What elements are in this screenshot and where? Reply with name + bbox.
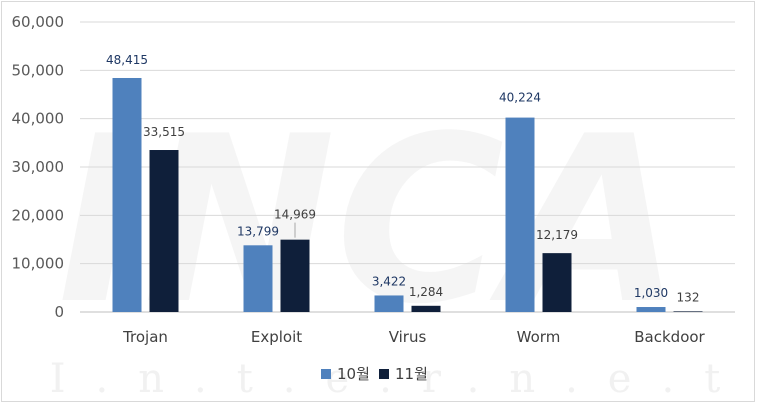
x-tick-label: Virus (389, 328, 427, 346)
bar-exploit-0 (243, 245, 273, 312)
legend-swatch (321, 369, 331, 379)
data-label: 1,284 (409, 285, 443, 299)
y-tick-label: 20,000 (12, 206, 65, 224)
gridlines (80, 21, 735, 313)
bar-trojan-0 (112, 77, 142, 312)
y-tick-label: 30,000 (12, 158, 65, 176)
bar-virus-0 (374, 295, 404, 312)
x-tick-label: Worm (517, 328, 561, 346)
legend-label: 11월 (395, 365, 428, 383)
bars (112, 77, 703, 312)
data-label: 48,415 (106, 53, 148, 67)
bar-backdoor-1 (673, 311, 703, 312)
bar-exploit-1 (280, 239, 310, 312)
y-tick-label: 40,000 (12, 110, 65, 128)
data-label: 132 (677, 290, 700, 304)
data-label: 1,030 (634, 286, 668, 300)
x-tick-label: Exploit (251, 328, 302, 346)
legend-swatch (379, 369, 389, 379)
bar-worm-0 (505, 117, 535, 312)
y-tick-label: 0 (54, 303, 64, 321)
data-label: 33,515 (143, 125, 185, 139)
y-axis: 0 10,000 20,000 30,000 40,000 50,000 60,000 (12, 13, 65, 321)
bar-backdoor-0 (636, 307, 666, 312)
y-tick-label: 50,000 (12, 61, 65, 79)
data-label: 12,179 (536, 228, 578, 242)
bar-trojan-1 (149, 150, 179, 312)
x-axis: Trojan Exploit Virus Worm Backdoor (122, 328, 705, 346)
y-tick-label: 60,000 (12, 13, 65, 31)
data-label: 13,799 (237, 224, 279, 238)
x-tick-label: Backdoor (634, 328, 705, 346)
bar-worm-1 (542, 253, 572, 312)
legend: 10월 11월 (321, 365, 428, 383)
data-label: 40,224 (499, 91, 541, 105)
y-tick-label: 10,000 (12, 255, 65, 273)
bar-virus-1 (411, 305, 441, 312)
legend-label: 10월 (337, 365, 370, 383)
data-label: 3,422 (372, 274, 406, 288)
x-tick-label: Trojan (122, 328, 168, 346)
data-label: 14,969 (274, 208, 316, 222)
